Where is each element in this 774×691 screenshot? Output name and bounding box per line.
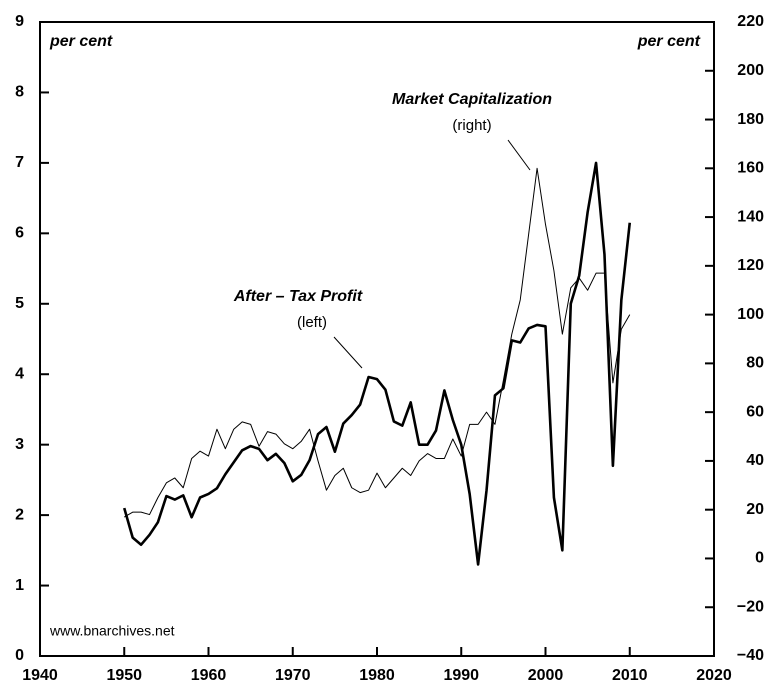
plot-frame (39, 21, 715, 657)
y-tick-label: 5 (15, 295, 24, 312)
x-tick-label: 1950 (106, 667, 142, 684)
y2-tick-label: 180 (737, 111, 764, 128)
right-unit: per cent (637, 33, 701, 50)
leader-line (333, 336, 363, 369)
x-tick-label: 2020 (696, 667, 732, 684)
line-series (122, 161, 632, 566)
y2-tick-label: 140 (737, 208, 764, 225)
x-tick-label: 1990 (443, 667, 479, 684)
annotation: (right) (452, 117, 491, 134)
y2-tick-label: 20 (746, 501, 764, 518)
annotation: After – Tax Profit (233, 288, 363, 305)
y-tick-label: 1 (15, 577, 24, 594)
y-tick-label: 7 (15, 154, 24, 171)
y-tick-label: 2 (15, 506, 24, 523)
x-tick-label: 1980 (359, 667, 395, 684)
x-tick-label: 1970 (275, 667, 311, 684)
y2-tick-label: 160 (737, 160, 764, 177)
x-tick-label: 1940 (22, 667, 58, 684)
y-tick-label: 9 (15, 13, 24, 30)
y2-tick-label: 80 (746, 355, 764, 372)
y-tick-label: 4 (15, 365, 24, 382)
source: www.bnarchives.net (49, 623, 175, 639)
y2-tick-label: 120 (737, 257, 764, 274)
line-series (123, 167, 631, 518)
y-tick-label: 8 (15, 84, 24, 101)
y2-tick-label: 200 (737, 62, 764, 79)
y2-tick-label: 60 (746, 403, 764, 420)
y2-tick-label: 40 (746, 452, 764, 469)
left-unit: per cent (49, 33, 113, 50)
annotation: (left) (297, 314, 327, 331)
y2-tick-label: −20 (737, 598, 764, 615)
y-tick-label: 6 (15, 225, 24, 242)
y-tick-label: 3 (15, 436, 24, 453)
y2-tick-label: 100 (737, 306, 764, 323)
leader-line (507, 139, 531, 171)
y2-tick-label: 220 (737, 13, 764, 30)
x-tick-label: 2010 (612, 667, 648, 684)
y2-tick-label: 0 (755, 550, 764, 567)
y-tick-label: 0 (15, 647, 24, 664)
x-tick-label: 2000 (528, 667, 564, 684)
x-tick-label: 1960 (191, 667, 227, 684)
annotation: Market Capitalization (392, 91, 552, 108)
y2-tick-label: −40 (737, 647, 764, 664)
